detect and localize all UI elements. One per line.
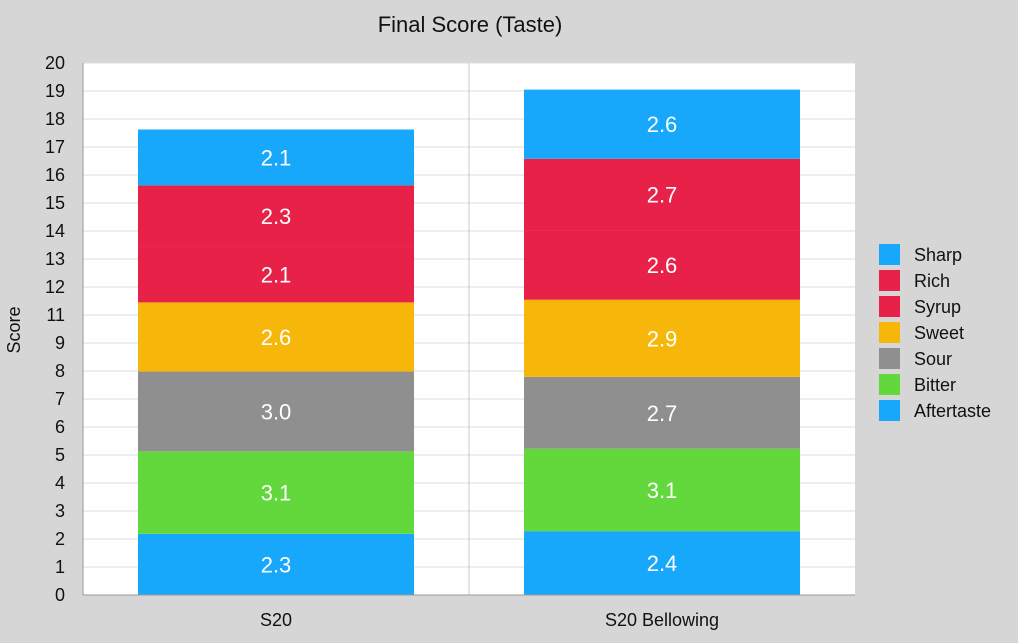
data-label: 2.9 [647, 326, 678, 351]
bar-segment-sour [524, 376, 800, 449]
y-tick-label: 17 [45, 137, 65, 157]
y-tick-label: 5 [55, 445, 65, 465]
legend-swatch [879, 322, 900, 343]
y-tick-label: 11 [46, 305, 65, 325]
data-label: 3.1 [647, 478, 678, 503]
bar-segment-sharp [138, 129, 414, 186]
bar-segment-sweet [138, 302, 414, 372]
legend-swatch [879, 348, 900, 369]
legend-swatch [879, 400, 900, 421]
legend-swatch [879, 270, 900, 291]
bar-segment-syrup [524, 230, 800, 300]
bar-segment-sharp [524, 89, 800, 159]
legend-label: Bitter [914, 375, 956, 395]
data-label: 2.1 [261, 145, 292, 170]
y-tick-label: 2 [55, 529, 65, 549]
bar-segment-syrup [138, 246, 414, 303]
y-tick-label: 13 [45, 249, 65, 269]
y-tick-label: 7 [55, 389, 65, 409]
y-tick-label: 8 [55, 361, 65, 381]
legend-label: Sour [914, 349, 952, 369]
legend: Sharp Rich Syrup Sweet Sour Bitter Aftertaste [879, 244, 991, 421]
y-tick-label: 0 [55, 585, 65, 605]
y-tick-label: 14 [45, 221, 65, 241]
bar-segment-sour [138, 371, 414, 452]
legend-label: Rich [914, 271, 950, 291]
x-tick-label: S20 [260, 610, 292, 630]
legend-label: Sharp [914, 245, 962, 265]
bar-segment-rich [524, 158, 800, 231]
bar-segment-bitter [524, 448, 800, 532]
data-label: 2.6 [647, 253, 678, 278]
y-tick-label: 1 [55, 557, 65, 577]
y-tick-label: 12 [45, 277, 65, 297]
y-tick-label: 15 [45, 193, 65, 213]
data-label: 2.6 [647, 112, 678, 137]
legend-label: Syrup [914, 297, 961, 317]
bar-segment-sweet [524, 299, 800, 377]
y-tick-label: 20 [45, 53, 65, 73]
chart-title: Final Score (Taste) [378, 12, 563, 37]
y-tick-label: 6 [55, 417, 65, 437]
y-tick-label: 4 [55, 473, 65, 493]
y-axis-label: Score [4, 306, 24, 353]
data-label: 2.7 [647, 183, 678, 208]
bar-segment-aftertaste [524, 531, 800, 595]
legend-swatch [879, 244, 900, 265]
legend-label: Sweet [914, 323, 964, 343]
legend-swatch [879, 296, 900, 317]
data-label: 2.3 [261, 552, 292, 577]
bar-segment-rich [138, 185, 414, 247]
legend-label: Aftertaste [914, 401, 991, 421]
data-label: 2.3 [261, 204, 292, 229]
data-label: 2.6 [261, 325, 292, 350]
y-tick-label: 9 [55, 333, 65, 353]
data-label: 3.0 [261, 399, 292, 424]
data-label: 3.1 [261, 481, 292, 506]
data-label: 2.1 [261, 262, 292, 287]
plot-area: 0123456789111213141516171819202.33.13.02… [45, 53, 855, 630]
data-label: 2.7 [647, 401, 678, 426]
y-tick-label: 3 [55, 501, 65, 521]
y-tick-label: 19 [45, 81, 65, 101]
y-tick-label: 16 [45, 165, 65, 185]
x-tick-label: S20 Bellowing [605, 610, 719, 630]
y-tick-label: 18 [45, 109, 65, 129]
data-label: 2.4 [647, 551, 678, 576]
bar-segment-aftertaste [138, 533, 414, 595]
legend-swatch [879, 374, 900, 395]
bar-segment-bitter [138, 451, 414, 534]
